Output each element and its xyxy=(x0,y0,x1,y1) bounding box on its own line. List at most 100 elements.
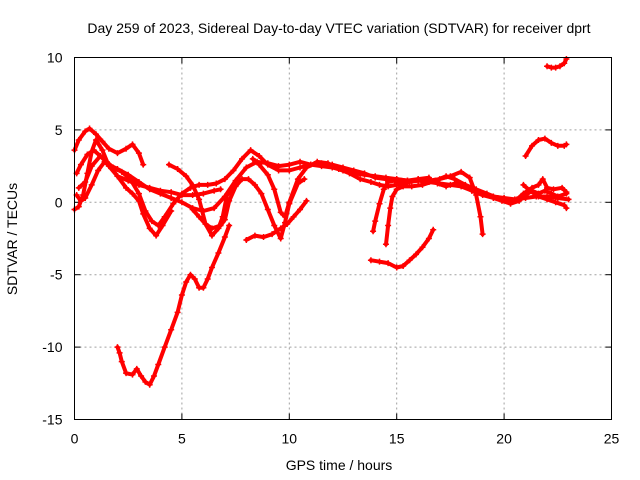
data-point xyxy=(92,137,99,144)
series-track-17 xyxy=(544,55,570,71)
data-point xyxy=(430,226,437,233)
data-point xyxy=(174,165,181,172)
data-point xyxy=(286,200,293,207)
data-point xyxy=(286,167,293,174)
data-point xyxy=(99,147,106,154)
data-point xyxy=(239,176,246,183)
data-point xyxy=(75,203,82,210)
data-point xyxy=(129,141,136,148)
data-point xyxy=(563,55,570,62)
data-point xyxy=(196,181,203,188)
data-point xyxy=(75,137,82,144)
data-point xyxy=(146,381,153,388)
data-point xyxy=(232,183,239,190)
data-point xyxy=(208,232,215,239)
data-point xyxy=(249,155,256,162)
data-point xyxy=(552,199,559,206)
series-track-16 xyxy=(522,135,570,159)
y-tick-label: 10 xyxy=(47,50,63,66)
data-point xyxy=(138,373,145,380)
data-point xyxy=(183,173,190,180)
data-point xyxy=(372,174,379,181)
data-point xyxy=(434,180,441,187)
data-point xyxy=(191,276,198,283)
y-tick-label: -15 xyxy=(42,412,62,428)
data-point xyxy=(82,128,89,135)
data-point xyxy=(563,190,570,197)
data-point xyxy=(204,276,211,283)
data-point xyxy=(168,194,175,201)
data-point xyxy=(269,231,276,238)
data-point xyxy=(419,181,426,188)
series-trace xyxy=(368,227,436,270)
data-point xyxy=(552,64,559,71)
x-tick-label: 20 xyxy=(496,431,512,447)
data-point xyxy=(211,205,218,212)
data-point xyxy=(196,213,203,220)
data-point xyxy=(77,197,84,204)
data-point xyxy=(290,213,297,220)
data-point xyxy=(77,161,84,168)
x-tick-label: 0 xyxy=(71,431,79,447)
data-point xyxy=(92,131,99,138)
data-point xyxy=(168,326,175,333)
axis-ticks xyxy=(74,57,612,420)
data-point xyxy=(166,161,173,168)
data-point xyxy=(114,150,121,157)
data-point xyxy=(451,180,458,187)
data-point xyxy=(168,207,175,214)
data-point xyxy=(314,158,321,165)
x-tick-label: 15 xyxy=(389,431,405,447)
grid-lines xyxy=(74,57,612,420)
data-point xyxy=(88,181,95,188)
data-point xyxy=(370,228,377,235)
y-tick-label: -5 xyxy=(50,267,63,283)
data-point xyxy=(385,179,392,186)
data-point xyxy=(256,161,263,168)
chart-title: Day 259 of 2023, Sidereal Day-to-day VTE… xyxy=(87,20,590,36)
data-point xyxy=(226,197,233,204)
data-point xyxy=(284,221,291,228)
data-point xyxy=(539,176,546,183)
data-point xyxy=(196,196,203,203)
data-point xyxy=(286,161,293,168)
data-point xyxy=(258,190,265,197)
data-point xyxy=(260,234,267,241)
data-point xyxy=(213,180,220,187)
plot-frame xyxy=(74,57,612,420)
data-point xyxy=(335,165,342,172)
y-tick-label: 5 xyxy=(55,122,63,138)
data-point xyxy=(271,186,278,193)
data-point xyxy=(477,213,484,220)
data-point xyxy=(114,173,121,180)
data-point xyxy=(187,271,194,278)
data-point xyxy=(230,167,237,174)
series-track-14 xyxy=(425,176,570,207)
data-point xyxy=(277,209,284,216)
data-point xyxy=(498,197,505,204)
data-point xyxy=(535,193,542,200)
series-track-9 xyxy=(243,197,310,243)
x-axis-label: GPS time / hours xyxy=(286,457,393,473)
series-track-12 xyxy=(382,173,570,248)
data-point xyxy=(406,179,413,186)
data-point xyxy=(535,181,542,188)
data-point xyxy=(178,291,185,298)
data-point xyxy=(516,197,523,204)
data-point xyxy=(243,236,250,243)
data-point xyxy=(271,222,278,229)
data-point xyxy=(159,222,166,229)
data-point xyxy=(157,190,164,197)
data-point xyxy=(215,249,222,256)
data-point xyxy=(245,176,252,183)
data-point xyxy=(208,225,215,232)
data-point xyxy=(127,176,134,183)
data-point xyxy=(243,164,250,171)
data-series xyxy=(71,55,572,388)
data-point xyxy=(101,158,108,165)
data-point xyxy=(350,167,357,174)
data-point xyxy=(264,171,271,178)
data-point xyxy=(88,163,95,170)
data-point xyxy=(86,125,93,132)
data-point xyxy=(561,60,568,67)
